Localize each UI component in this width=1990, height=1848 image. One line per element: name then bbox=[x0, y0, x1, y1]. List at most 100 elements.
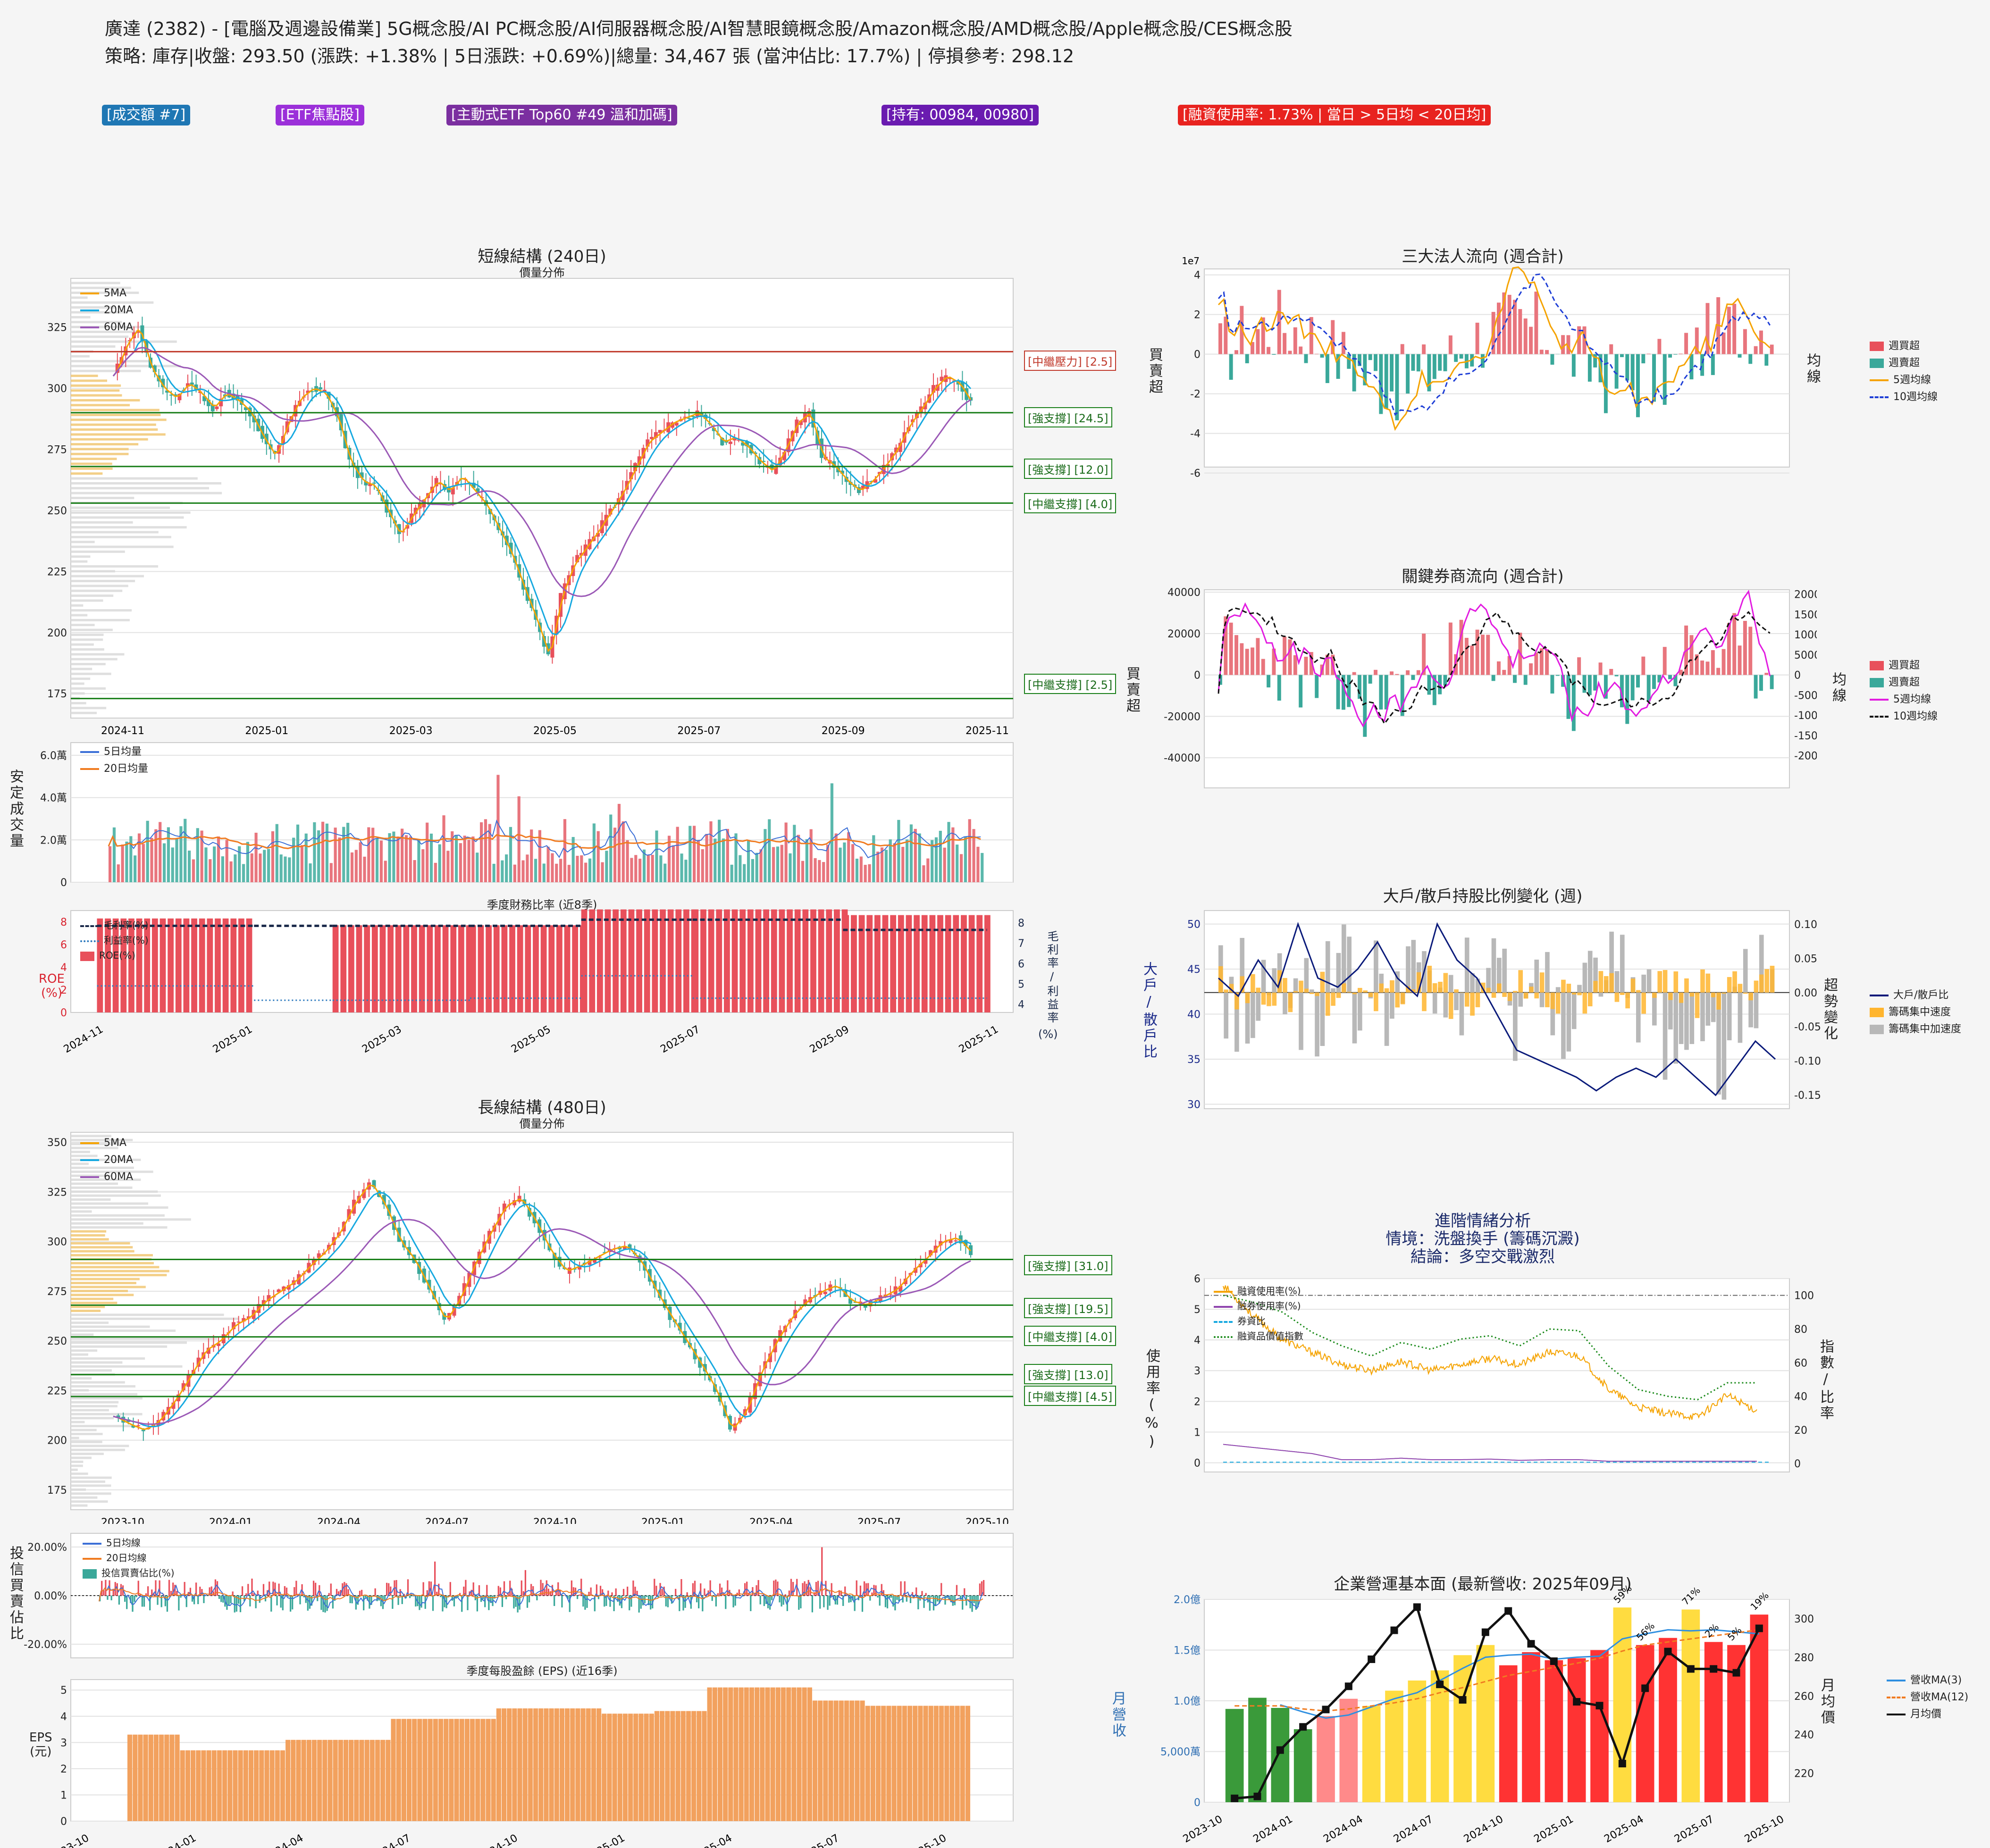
holders-speed-bar bbox=[1732, 971, 1737, 993]
long-profile-bar bbox=[71, 1472, 88, 1475]
trust-bar bbox=[390, 1586, 392, 1596]
trust-bar bbox=[180, 1596, 182, 1598]
trust-bar bbox=[596, 1584, 598, 1596]
inst-bar bbox=[1695, 327, 1699, 354]
vol-bar bbox=[697, 840, 700, 882]
trust-bar bbox=[415, 1596, 417, 1607]
trust-bar bbox=[756, 1585, 757, 1596]
trust-bar bbox=[654, 1579, 655, 1596]
short-candle bbox=[161, 378, 165, 387]
long-candle bbox=[242, 1318, 246, 1322]
trust-bar bbox=[210, 1586, 212, 1596]
vol-bar bbox=[213, 846, 216, 882]
eps-bar bbox=[554, 1708, 559, 1821]
fin-roe-bar bbox=[810, 909, 816, 1012]
inst-bar bbox=[1630, 354, 1635, 391]
trust-bar bbox=[166, 1596, 168, 1612]
trust-bar bbox=[692, 1583, 694, 1596]
vol-bar bbox=[221, 856, 224, 882]
trust-bar bbox=[255, 1596, 257, 1608]
vol-bar bbox=[968, 819, 971, 882]
long-candle bbox=[372, 1180, 376, 1187]
vol-bar bbox=[129, 836, 133, 882]
long-profile-bar bbox=[71, 1214, 165, 1217]
fin-right-tick: 5 bbox=[1018, 979, 1024, 991]
trust-bar bbox=[555, 1589, 557, 1596]
broker-bar bbox=[1240, 643, 1244, 675]
holders-speed-bar bbox=[1427, 965, 1432, 993]
short-profile-bar bbox=[71, 560, 88, 563]
eps-bar bbox=[454, 1719, 459, 1821]
trust-bar bbox=[757, 1580, 759, 1596]
trust-bar bbox=[484, 1596, 486, 1607]
trust-bar bbox=[420, 1596, 422, 1608]
vol-bar bbox=[125, 841, 128, 882]
trust-bar bbox=[671, 1596, 673, 1604]
holders-speed-bar bbox=[1636, 990, 1641, 993]
trust-bar bbox=[522, 1591, 524, 1596]
eps-bar bbox=[338, 1739, 343, 1821]
trust-bar bbox=[831, 1583, 832, 1596]
long-profile-bar bbox=[71, 1305, 105, 1308]
eps-bar bbox=[464, 1719, 470, 1821]
short-candle bbox=[840, 470, 844, 474]
broker-bar bbox=[1748, 627, 1753, 675]
vol-bar bbox=[275, 824, 278, 882]
trust-bar bbox=[904, 1581, 906, 1596]
trust-bar bbox=[303, 1596, 305, 1597]
trust-bar bbox=[176, 1591, 178, 1596]
inst-bar bbox=[1657, 339, 1662, 354]
broker-bar bbox=[1577, 657, 1581, 675]
trust-bar bbox=[927, 1596, 929, 1603]
eps-bar bbox=[712, 1687, 717, 1821]
eps-bar bbox=[480, 1719, 486, 1821]
long-candle bbox=[317, 1253, 321, 1258]
short-candle bbox=[306, 390, 310, 393]
fin-roe-bar bbox=[340, 925, 347, 1012]
holders-speed-bar bbox=[1668, 992, 1673, 1000]
vol-bar bbox=[972, 829, 975, 882]
broker-bar bbox=[1700, 661, 1705, 675]
trust-bar bbox=[906, 1596, 907, 1602]
broker-bar bbox=[1705, 661, 1710, 675]
holders-speed-bar bbox=[1545, 992, 1550, 1007]
vol-bar bbox=[521, 860, 525, 882]
trust-bar bbox=[973, 1596, 975, 1604]
long-xlabel: 2023-10 bbox=[101, 1517, 144, 1524]
vol-bar bbox=[309, 863, 312, 882]
vol-bar bbox=[496, 775, 500, 882]
short-legend-5ma: 5MA bbox=[104, 287, 127, 299]
holders-speed-bar bbox=[1438, 981, 1443, 993]
broker-bar bbox=[1480, 635, 1485, 675]
long-profile-bar bbox=[71, 1198, 111, 1201]
rev-bar bbox=[1522, 1652, 1540, 1802]
vol-bar bbox=[772, 847, 775, 882]
fin-roe-bar bbox=[906, 915, 912, 1012]
trust-bar bbox=[594, 1596, 596, 1612]
broker-bar bbox=[1732, 613, 1737, 675]
inst-bar bbox=[1448, 335, 1453, 354]
long-profile-bar bbox=[71, 1476, 112, 1479]
broker-bar bbox=[1443, 675, 1447, 686]
trust-bar bbox=[929, 1596, 931, 1611]
long-profile-bar bbox=[71, 1171, 153, 1173]
long-candle bbox=[362, 1189, 366, 1198]
eps-bar-chart: 0123452023-102024-012024-042024-072024-1… bbox=[48, 1679, 1014, 1848]
rev-right-tick: 240 bbox=[1794, 1730, 1814, 1741]
fin-roe-bar bbox=[667, 909, 674, 1012]
vol-bar bbox=[442, 815, 445, 882]
broker-bar bbox=[1309, 652, 1313, 675]
eps-bar bbox=[570, 1708, 575, 1821]
short-candle bbox=[683, 417, 687, 418]
short-candle bbox=[339, 414, 343, 431]
short-profile-bar bbox=[71, 326, 142, 328]
fin-roe-bar bbox=[818, 909, 824, 1012]
vol-bar bbox=[267, 849, 270, 882]
rev-xlabel: 2024-10 bbox=[1462, 1814, 1505, 1846]
eps-bar bbox=[412, 1719, 417, 1821]
broker-bar bbox=[1293, 655, 1297, 675]
short-candle bbox=[894, 447, 898, 453]
vol-bar bbox=[171, 847, 174, 882]
eps-bar bbox=[875, 1706, 881, 1821]
trust-bar bbox=[727, 1580, 729, 1596]
